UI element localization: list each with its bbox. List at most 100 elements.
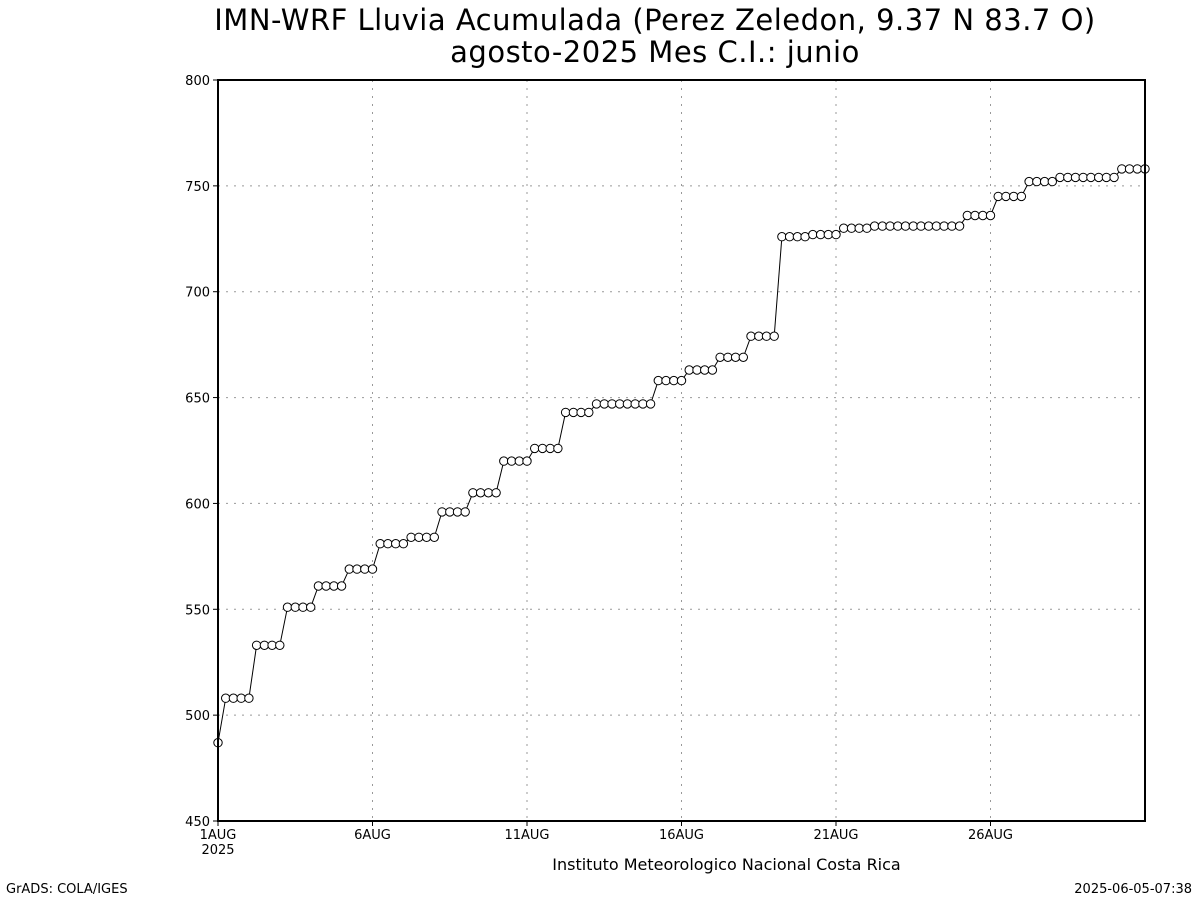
data-point [530,443,540,454]
data-point [985,210,996,221]
data-point [391,539,401,549]
data-point [784,232,795,242]
data-point [815,229,826,240]
data-point [993,191,1003,202]
data-point [522,456,532,466]
data-point [607,399,617,409]
data-point [1047,176,1058,187]
data-point [854,223,864,233]
data-point [924,221,934,231]
data-point [545,443,555,454]
data-point [398,539,409,549]
y-tick-label: 750 [185,180,210,195]
chart-subtitle: agosto-2025 Mes C.I.: junio [450,35,860,69]
data-point [676,375,687,386]
data-point [1009,191,1019,202]
data-point [228,693,239,703]
data-point [1094,172,1104,183]
data-point [483,488,494,498]
data-point [514,456,524,466]
data-point [1117,164,1127,174]
data-point [375,539,385,549]
data-point [839,223,849,233]
y-tick-label: 650 [185,392,210,407]
data-point [1063,172,1073,183]
data-point [599,399,609,409]
data-point [761,331,772,341]
data-point [321,581,331,591]
y-axis: 450 500 550 600 650 700 750 800 [185,74,218,830]
x-tick-sublabel: 2025 [201,843,234,858]
data-point [290,602,300,612]
data-point [553,443,563,454]
data-point [908,221,918,231]
data-point [421,532,432,542]
data-point [313,581,324,591]
data-point [568,407,579,418]
data-point [869,221,880,231]
data-point [1078,172,1088,183]
data-point [298,602,308,612]
data-point [823,229,833,240]
y-tick-label: 700 [185,286,210,301]
data-point [537,443,548,454]
data-point [746,331,756,341]
data-point [862,223,872,233]
data-point [754,331,764,341]
data-point [1055,172,1065,183]
data-point [221,693,231,703]
x-tick-label: 16AUG [659,828,704,843]
credit-right: 2025-06-05-07:38 [1074,882,1192,897]
data-point [1124,164,1135,174]
data-point [591,399,602,409]
data-point [584,407,594,418]
data-point [460,507,470,517]
data-point [336,581,347,591]
data-point [306,602,316,612]
data-point [1101,172,1112,183]
data-point [900,221,911,231]
data-point [244,693,254,703]
data-point [954,221,965,231]
data-point [329,581,339,591]
data-point [800,232,810,242]
data-point [259,640,270,650]
data-point [1024,176,1034,187]
data-point [931,221,942,231]
data-point [638,399,648,409]
data-point [452,507,463,517]
data-point [344,564,354,574]
data-point [970,210,980,221]
data-point [615,399,625,409]
data-point [947,221,957,231]
data-point [352,564,362,574]
data-point [367,564,378,574]
data-point [684,365,694,375]
data-point [499,456,509,466]
data-point [653,375,663,386]
data-point [1032,176,1042,187]
data-point [645,399,656,409]
data-point [707,365,718,375]
x-tick-label: 26AUG [968,828,1013,843]
x-tick-label: 21AUG [813,828,858,843]
data-point [475,488,486,498]
data-point [808,229,818,240]
data-point [885,221,895,231]
data-point [360,564,370,574]
data-point [1039,176,1050,187]
data-point [445,507,455,517]
data-point [275,640,285,650]
data-point [429,532,439,542]
data-point [267,640,277,650]
x-axis-label: Instituto Meteorologico Nacional Costa R… [552,855,900,874]
data-point [831,229,841,240]
data-point [236,693,246,703]
data-point [414,532,424,542]
x-tick-label: 1AUG [200,828,237,843]
data-point [738,352,748,362]
y-tick-label: 550 [185,603,210,618]
data-point [251,640,262,650]
